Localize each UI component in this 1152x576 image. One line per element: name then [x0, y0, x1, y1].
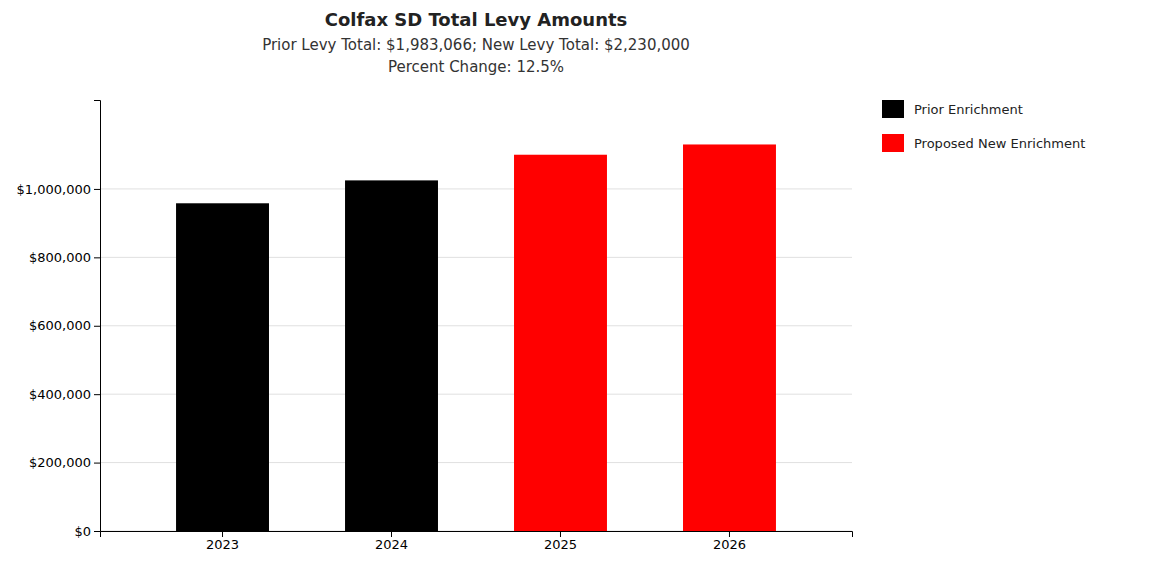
y-tick-mark	[94, 189, 100, 190]
legend-swatch	[882, 100, 904, 118]
x-axis: 2023 2024 2025 2026	[101, 531, 853, 552]
y-tick: $200,000	[29, 455, 100, 470]
chart: Colfax SD Total Levy Amounts Prior Levy T…	[0, 0, 1152, 576]
bar	[514, 155, 607, 531]
x-tick: 2026	[713, 531, 746, 552]
legend-label: Proposed New Enrichment	[914, 136, 1085, 151]
y-tick-label: $1,000,000	[17, 182, 91, 197]
y-tick: $800,000	[29, 250, 100, 265]
y-tick-label: $200,000	[29, 455, 91, 470]
subtitle: Percent Change: 12.5%	[388, 58, 564, 76]
bars	[176, 144, 776, 531]
x-tick-label: 2024	[375, 537, 408, 552]
y-tick: $600,000	[29, 318, 100, 333]
y-tick-mark	[94, 257, 100, 258]
legend-swatch	[882, 134, 904, 152]
title-group: Colfax SD Total Levy Amounts Prior Levy T…	[262, 9, 690, 76]
x-tick-mark	[560, 531, 561, 537]
y-tick-label: $800,000	[29, 250, 91, 265]
y-tick: $400,000	[29, 387, 100, 402]
x-tick-label: 2025	[544, 537, 577, 552]
y-tick: $0	[74, 524, 100, 539]
subtitle: Prior Levy Total: $1,983,066; New Levy T…	[262, 36, 690, 54]
x-axis-line	[101, 532, 853, 538]
y-tick-mark	[94, 463, 100, 464]
x-tick: 2025	[544, 531, 577, 552]
x-tick-mark	[729, 531, 730, 537]
y-axis: $0 $200,000 $400,000 $600,000 $800,000 $1,000…	[17, 101, 101, 539]
bar	[683, 144, 776, 531]
legend-label: Prior Enrichment	[914, 102, 1023, 117]
x-tick-label: 2023	[206, 537, 239, 552]
y-tick: $1,000,000	[17, 182, 100, 197]
y-tick-label: $0	[74, 524, 91, 539]
title: Colfax SD Total Levy Amounts	[325, 9, 628, 30]
x-tick-label: 2026	[713, 537, 746, 552]
legend-item: Proposed New Enrichment	[882, 134, 1085, 152]
y-tick-label: $600,000	[29, 318, 91, 333]
bar	[345, 180, 438, 531]
y-axis-line	[94, 101, 101, 532]
x-tick: 2023	[206, 531, 239, 552]
bar	[176, 203, 269, 531]
legend-item: Prior Enrichment	[882, 100, 1023, 118]
legend: Prior Enrichment Proposed New Enrichment	[882, 100, 1085, 152]
y-tick-label: $400,000	[29, 387, 91, 402]
y-tick-mark	[94, 531, 100, 532]
y-tick-mark	[94, 394, 100, 395]
x-tick-mark	[222, 531, 223, 537]
plot-area: $0 $200,000 $400,000 $600,000 $800,000 $1,000…	[17, 100, 1086, 552]
x-tick: 2024	[375, 531, 408, 552]
x-tick-mark	[391, 531, 392, 537]
y-tick-mark	[94, 326, 100, 327]
